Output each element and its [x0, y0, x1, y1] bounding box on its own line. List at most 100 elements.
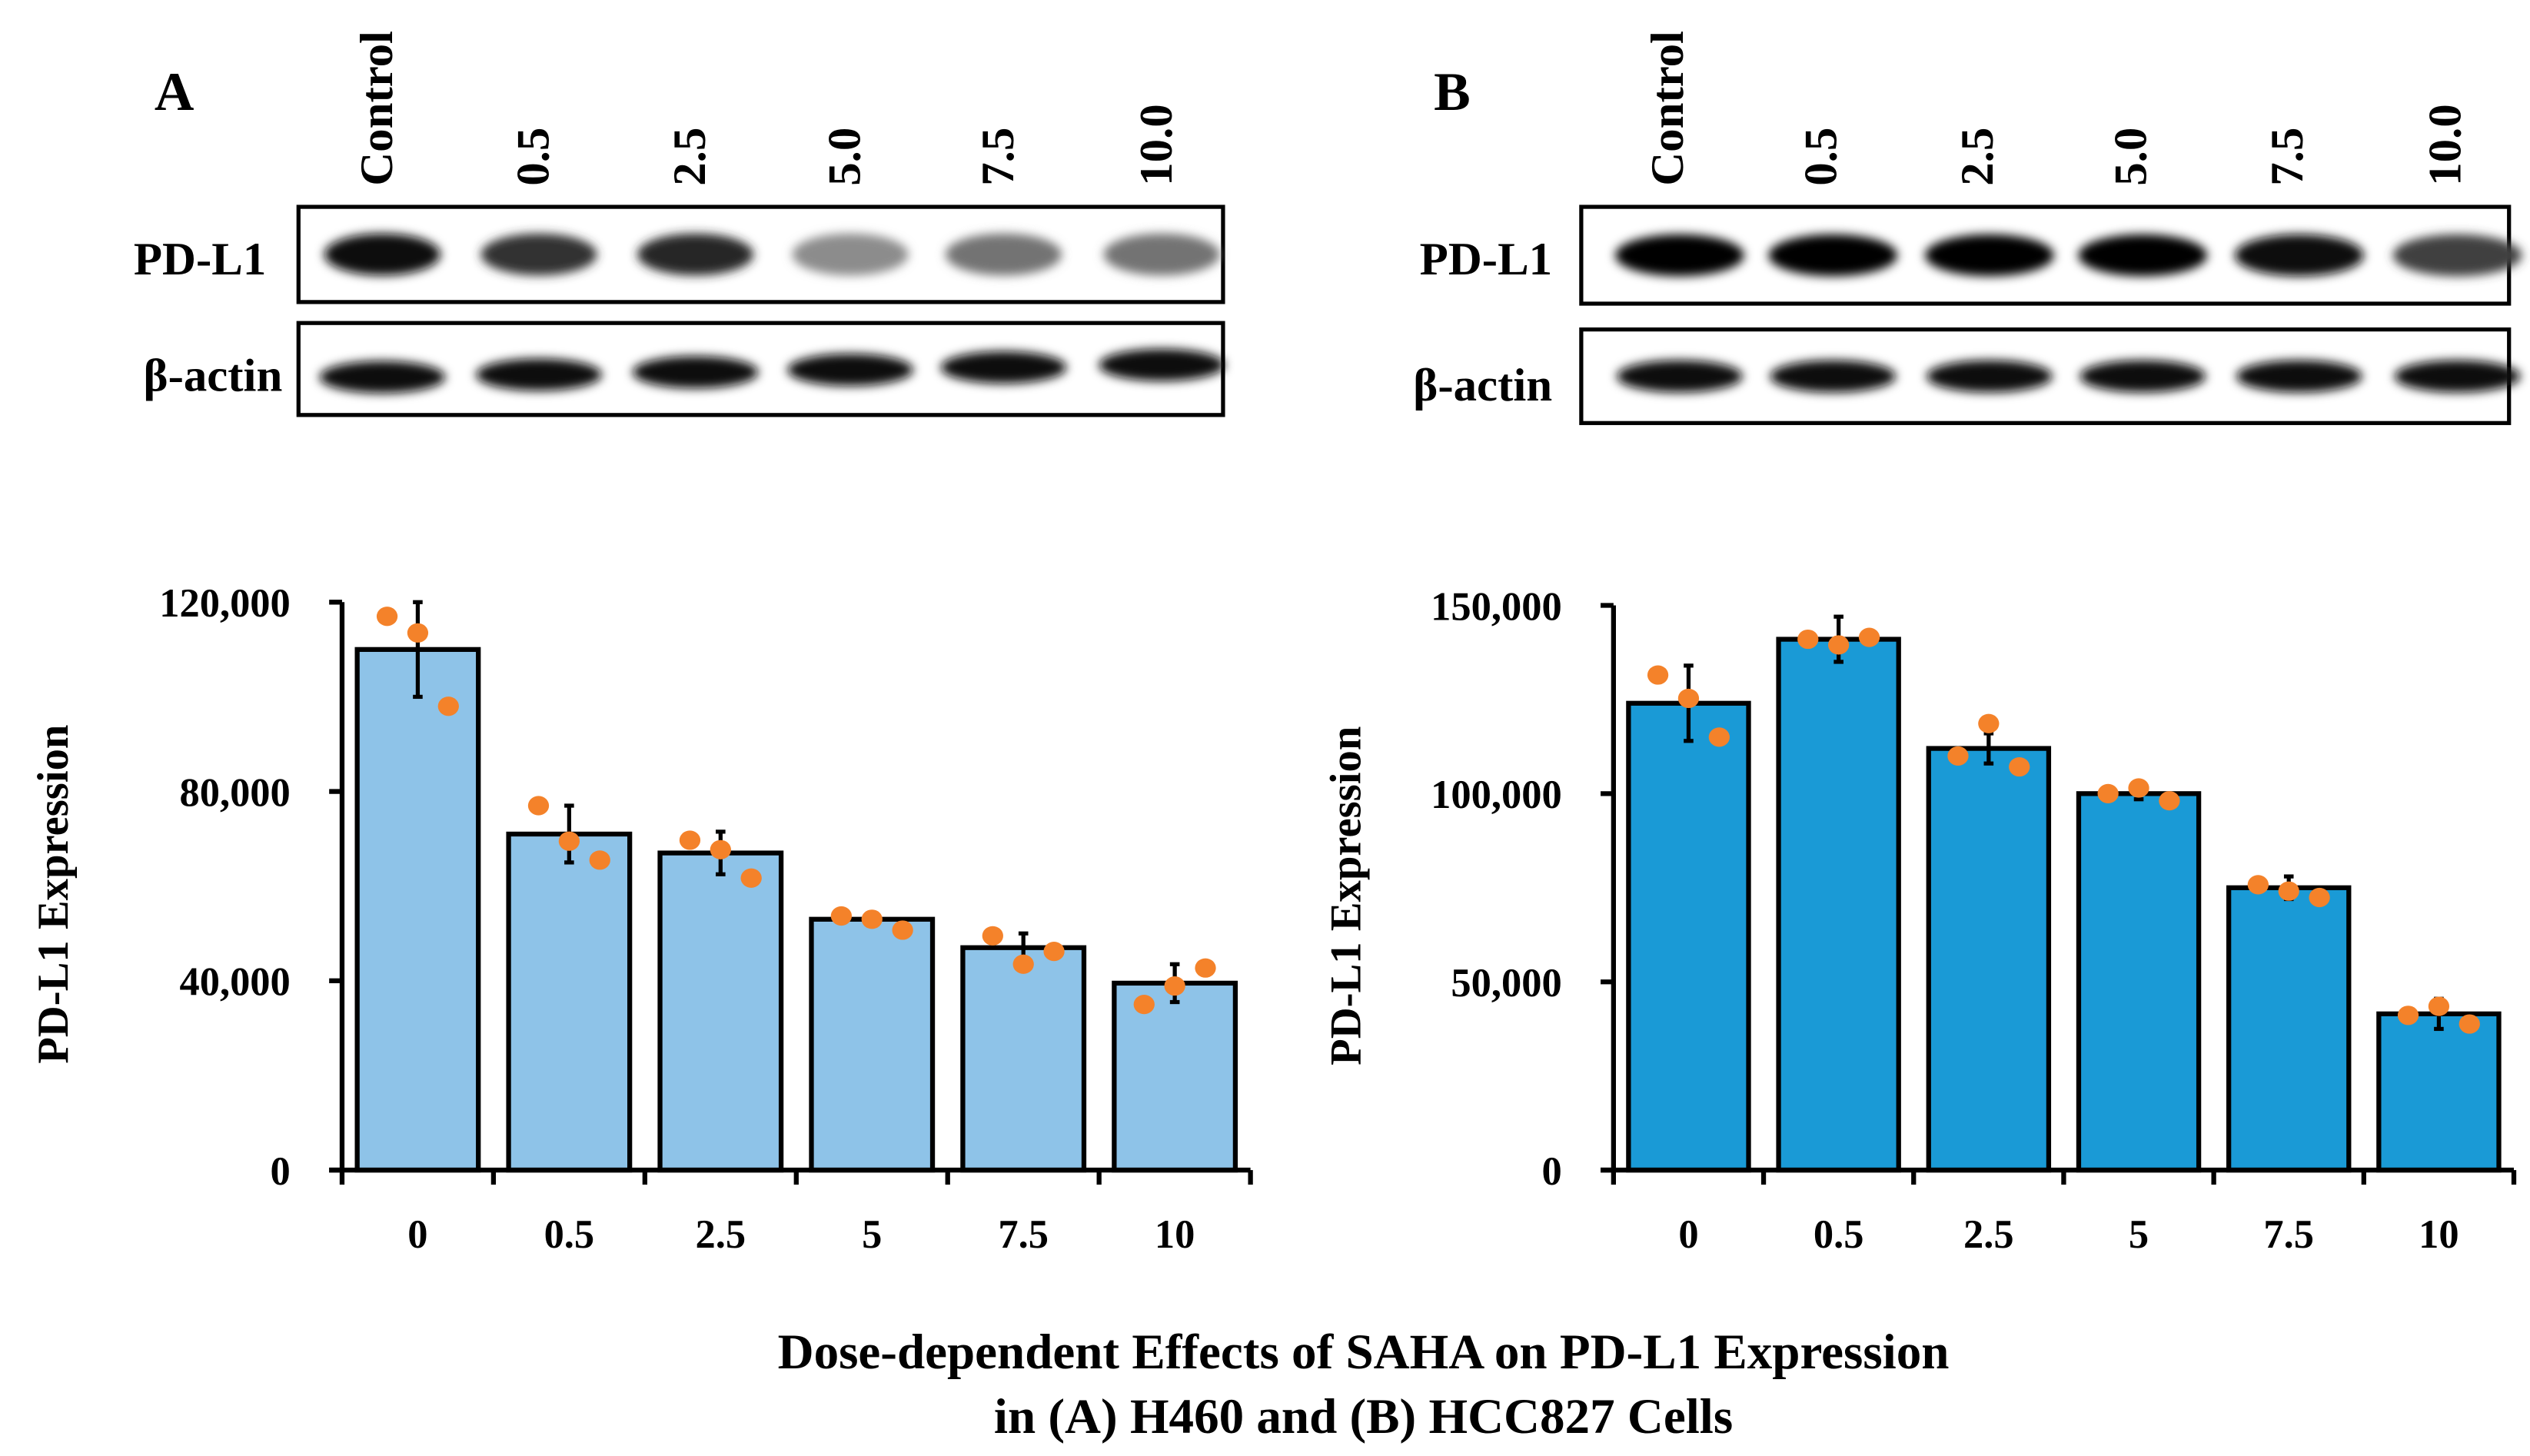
- x-tick-label: 7.5: [998, 1212, 1049, 1257]
- blot-band: [940, 351, 1067, 384]
- blot-band: [1103, 233, 1220, 276]
- data-point: [1827, 635, 1850, 655]
- x-tick-label: 7.5: [2263, 1212, 2314, 1257]
- bar-group-0: [1626, 663, 1751, 1173]
- data-point: [2397, 1006, 2419, 1026]
- bar-group-2.5: [1926, 713, 2052, 1173]
- panel-letter: A: [155, 61, 194, 122]
- blot-panel-a: A Control 0.5 2.5 5.0 7.5 10.0 PD-L1 β-actin: [134, 31, 1225, 417]
- blot-band: [2236, 360, 2362, 393]
- data-point: [2128, 778, 2149, 798]
- bar-group-0.5: [1776, 614, 1901, 1173]
- chart-b: 0 0.5 2.5 5 7.5 10 0 50,000 100,000 150,000 PD-L1 …: [1322, 584, 2517, 1257]
- blot-band: [1927, 360, 2053, 393]
- data-point: [679, 830, 701, 850]
- bar: [1926, 746, 2052, 1173]
- bar: [960, 945, 1087, 1173]
- bar: [657, 850, 784, 1173]
- y-tick-label: 100,000: [1431, 773, 1562, 817]
- blot-band: [1614, 234, 1744, 277]
- data-point: [710, 839, 731, 859]
- data-point: [2247, 875, 2269, 895]
- data-point: [437, 696, 459, 716]
- blot-band: [1099, 348, 1225, 381]
- bar-group-5: [2076, 778, 2202, 1173]
- data-point: [2459, 1014, 2480, 1034]
- data-point: [1797, 629, 1819, 650]
- data-point: [1947, 746, 1969, 766]
- bar: [2226, 885, 2352, 1173]
- blot-band: [476, 358, 602, 391]
- bar: [1626, 700, 1751, 1173]
- bar-group-10: [1112, 958, 1238, 1173]
- data-point: [1164, 976, 1185, 996]
- bar-group-0: [354, 600, 481, 1173]
- data-point: [527, 796, 550, 816]
- x-tick-label: 5: [862, 1212, 882, 1257]
- blot-band: [2392, 234, 2522, 277]
- bar: [2376, 1011, 2502, 1173]
- x-tick-label: 10: [2419, 1212, 2459, 1257]
- bar-group-7.5: [960, 926, 1087, 1173]
- blot-band: [2078, 234, 2208, 277]
- x-tick-label: 2.5: [1963, 1212, 2014, 1257]
- blot-band: [632, 356, 759, 389]
- data-point: [558, 831, 580, 851]
- x-tick-label: 2.5: [696, 1212, 746, 1257]
- bar-group-0.5: [506, 796, 633, 1173]
- lane-label: 5.0: [2105, 128, 2156, 186]
- lane-label: 7.5: [972, 128, 1024, 186]
- blot-band: [480, 233, 597, 276]
- data-point: [1708, 727, 1730, 747]
- data-point: [376, 607, 398, 627]
- data-point: [2309, 887, 2330, 908]
- bar-group-10: [2376, 996, 2502, 1173]
- data-point: [1133, 995, 1155, 1015]
- lane-label: 2.5: [1952, 128, 2003, 186]
- y-tick-label: 120,000: [159, 581, 291, 626]
- beta-actin-blot: β-actin: [144, 321, 1225, 417]
- data-point: [1043, 942, 1065, 962]
- data-point: [1012, 954, 1034, 974]
- x-tick-label: 0.5: [1814, 1212, 1864, 1257]
- data-point: [861, 909, 883, 929]
- data-point: [1858, 627, 1880, 647]
- blot-band: [637, 233, 754, 276]
- data-point: [2009, 756, 2030, 777]
- western-blots: A Control 0.5 2.5 5.0 7.5 10.0 PD-L1 β-actin B Con…: [134, 31, 2522, 425]
- data-point: [2278, 881, 2299, 901]
- blot-frame: [296, 321, 1225, 417]
- data-point: [589, 850, 610, 870]
- blot-band: [2234, 234, 2364, 277]
- pd-l1-blot: PD-L1: [1420, 204, 2522, 306]
- chart-a: 0 0.5 2.5 5 7.5 10 0 40,000 80,000 120,000 PD-L1 E…: [30, 581, 1253, 1257]
- data-point: [830, 906, 853, 926]
- y-tick-label: 0: [1541, 1149, 1561, 1194]
- beta-actin-label: β-actin: [1413, 360, 1552, 411]
- lane-label: 10.0: [1131, 104, 1182, 186]
- y-tick-label: 80,000: [179, 770, 290, 815]
- blot-band: [1770, 360, 1897, 393]
- data-point: [892, 920, 913, 940]
- bar: [1776, 637, 1901, 1173]
- panel-letter: B: [1434, 61, 1471, 122]
- bar: [2076, 791, 2202, 1173]
- beta-actin-blot: β-actin: [1413, 327, 2521, 425]
- blot-band: [1617, 360, 1743, 393]
- x-tick-label: 0: [1678, 1212, 1698, 1257]
- data-point: [740, 868, 762, 888]
- data-point: [2159, 791, 2180, 811]
- lane-label: 0.5: [508, 128, 560, 186]
- bar-charts: 0 0.5 2.5 5 7.5 10 0 40,000 80,000 120,000 PD-L1 E…: [30, 581, 2517, 1257]
- lane-label: 0.5: [1795, 128, 1847, 186]
- bar: [1112, 980, 1238, 1173]
- bar-group-2.5: [657, 829, 784, 1173]
- y-tick-label: 150,000: [1431, 584, 1562, 629]
- x-tick-label: 5: [2129, 1212, 2149, 1257]
- pd-l1-blot: PD-L1: [134, 204, 1225, 304]
- bar-group-5: [809, 906, 936, 1173]
- pd-l1-label: PD-L1: [1420, 234, 1552, 285]
- lane-label: Control: [351, 31, 403, 186]
- bar: [506, 831, 633, 1173]
